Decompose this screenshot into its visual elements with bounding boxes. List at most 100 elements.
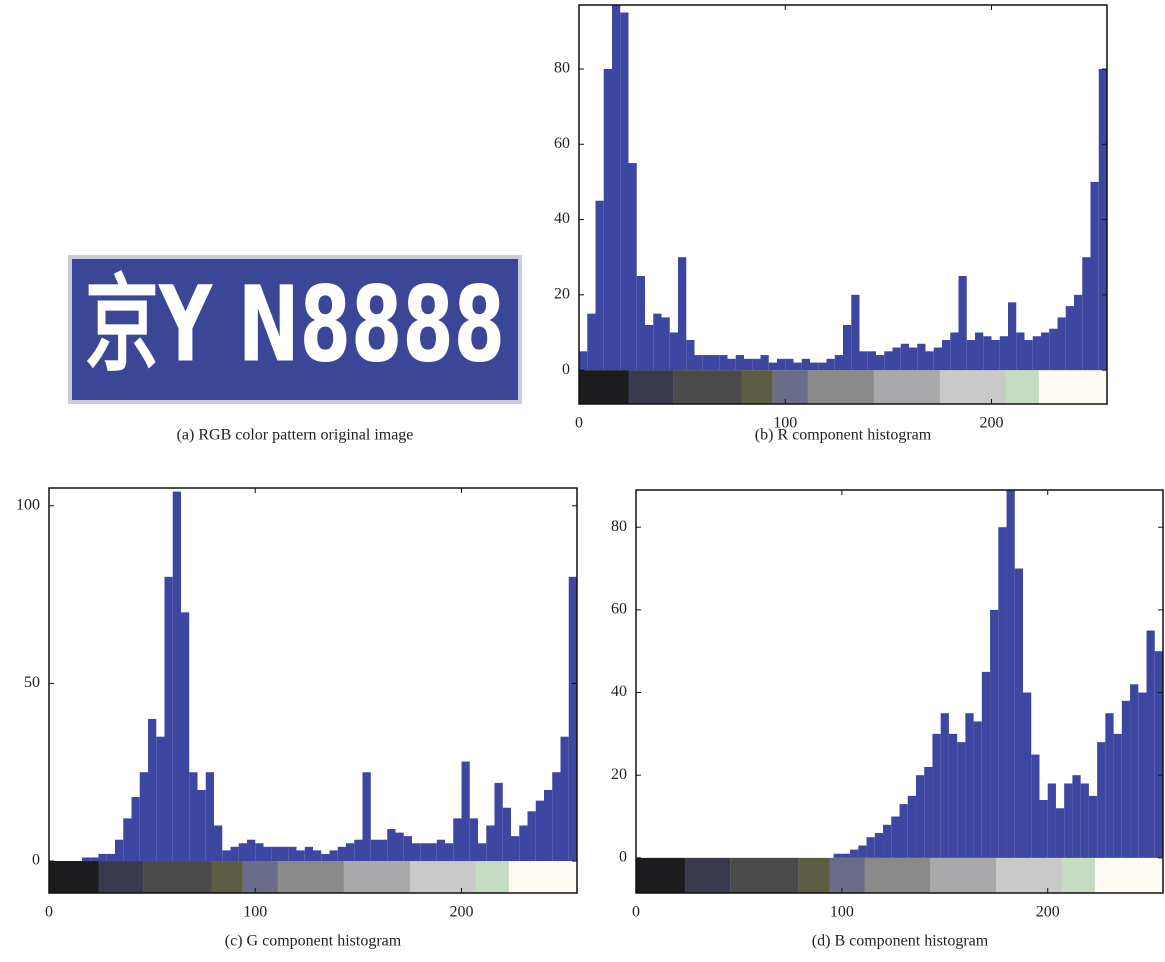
- bar: [1130, 684, 1139, 858]
- bar: [222, 850, 231, 862]
- bar: [785, 358, 794, 371]
- bar: [494, 782, 503, 862]
- bar: [420, 843, 429, 862]
- bar: [973, 721, 982, 858]
- bar: [932, 733, 941, 858]
- bar: [595, 200, 604, 371]
- colorbar-segment: [579, 370, 629, 404]
- x-tick-label: 0: [575, 415, 583, 432]
- bar: [362, 772, 371, 862]
- colorbar-segment: [475, 861, 509, 893]
- bar: [991, 340, 1000, 371]
- bar: [453, 818, 462, 862]
- bar: [826, 358, 835, 371]
- bar: [337, 846, 346, 862]
- bar: [892, 347, 901, 371]
- bar: [579, 351, 588, 371]
- bar: [131, 797, 140, 862]
- bar: [1088, 795, 1098, 858]
- colorbar-segment: [343, 861, 410, 893]
- bar: [304, 846, 313, 862]
- bar: [1023, 692, 1032, 858]
- plate-text: 京Y N8888: [85, 263, 505, 385]
- y-tick-label: 40: [554, 210, 570, 227]
- colorbar-segment: [143, 861, 212, 893]
- bar: [568, 576, 577, 862]
- colorbar-segment: [277, 861, 344, 893]
- bar: [859, 351, 868, 371]
- bar: [329, 850, 338, 862]
- bar: [1032, 336, 1041, 371]
- bar: [247, 839, 256, 862]
- bar: [502, 807, 511, 862]
- bar: [884, 351, 893, 371]
- bar: [891, 816, 900, 858]
- histogram-panel: 0 100 200 0 50 100 (c) G component histogram: [16, 487, 578, 950]
- x-tick-label: 200: [450, 904, 474, 921]
- colorbar-segment: [939, 370, 1006, 404]
- bar: [777, 358, 786, 371]
- bar: [1049, 328, 1058, 371]
- bar: [527, 811, 536, 862]
- bar: [965, 713, 974, 858]
- y-tick-label: 100: [16, 496, 40, 513]
- bar: [321, 853, 330, 862]
- bar: [205, 772, 214, 862]
- bar: [1090, 181, 1099, 371]
- bar: [694, 355, 703, 371]
- colorbar-segment: [636, 857, 686, 893]
- bar: [1138, 692, 1147, 858]
- bar: [1082, 257, 1091, 371]
- bar: [940, 713, 949, 858]
- colorbar-segment: [807, 370, 874, 404]
- bar: [486, 825, 495, 862]
- x-tick-label: 100: [243, 904, 267, 921]
- bar: [843, 324, 852, 371]
- bar: [230, 846, 239, 862]
- bar: [106, 853, 115, 862]
- bar: [924, 766, 933, 858]
- y-tick-label: 50: [24, 674, 40, 691]
- x-tick-label: 200: [1036, 904, 1060, 921]
- bar: [1113, 733, 1122, 858]
- bar: [866, 837, 875, 858]
- colorbar-segment: [873, 370, 940, 404]
- bar: [1024, 340, 1033, 371]
- bar: [661, 317, 670, 371]
- x-tick-label: 200: [980, 415, 1004, 432]
- bar: [818, 362, 827, 371]
- y-tick-label: 20: [554, 286, 570, 303]
- bar: [255, 843, 264, 862]
- bar: [983, 336, 992, 371]
- bar: [82, 857, 91, 862]
- colorbar-segment: [98, 861, 144, 893]
- bar: [115, 839, 124, 862]
- bar: [139, 772, 148, 862]
- y-tick-label: 0: [32, 852, 40, 869]
- caption: (c) G component histogram: [225, 933, 402, 950]
- caption: (a) RGB color pattern original image: [177, 427, 414, 444]
- x-tick-label: 0: [632, 904, 640, 921]
- bar: [271, 846, 280, 862]
- x-tick-label: 100: [773, 415, 797, 432]
- bar: [1014, 568, 1024, 858]
- colorbar-segment: [996, 857, 1063, 893]
- bar: [636, 276, 645, 371]
- bar: [164, 576, 173, 862]
- bar: [238, 843, 247, 862]
- bar: [858, 845, 867, 858]
- bar: [702, 355, 711, 371]
- bar: [1031, 754, 1040, 858]
- bar: [172, 491, 181, 862]
- colorbar-segment: [829, 857, 865, 893]
- axes-frame: [578, 4, 1108, 405]
- bar: [461, 761, 470, 862]
- bar: [867, 351, 876, 371]
- bar: [560, 736, 569, 862]
- bar: [1121, 700, 1131, 858]
- bar: [123, 818, 132, 862]
- bar: [801, 358, 810, 371]
- colorbar-segment: [864, 857, 931, 893]
- colorbar-segment: [685, 857, 731, 893]
